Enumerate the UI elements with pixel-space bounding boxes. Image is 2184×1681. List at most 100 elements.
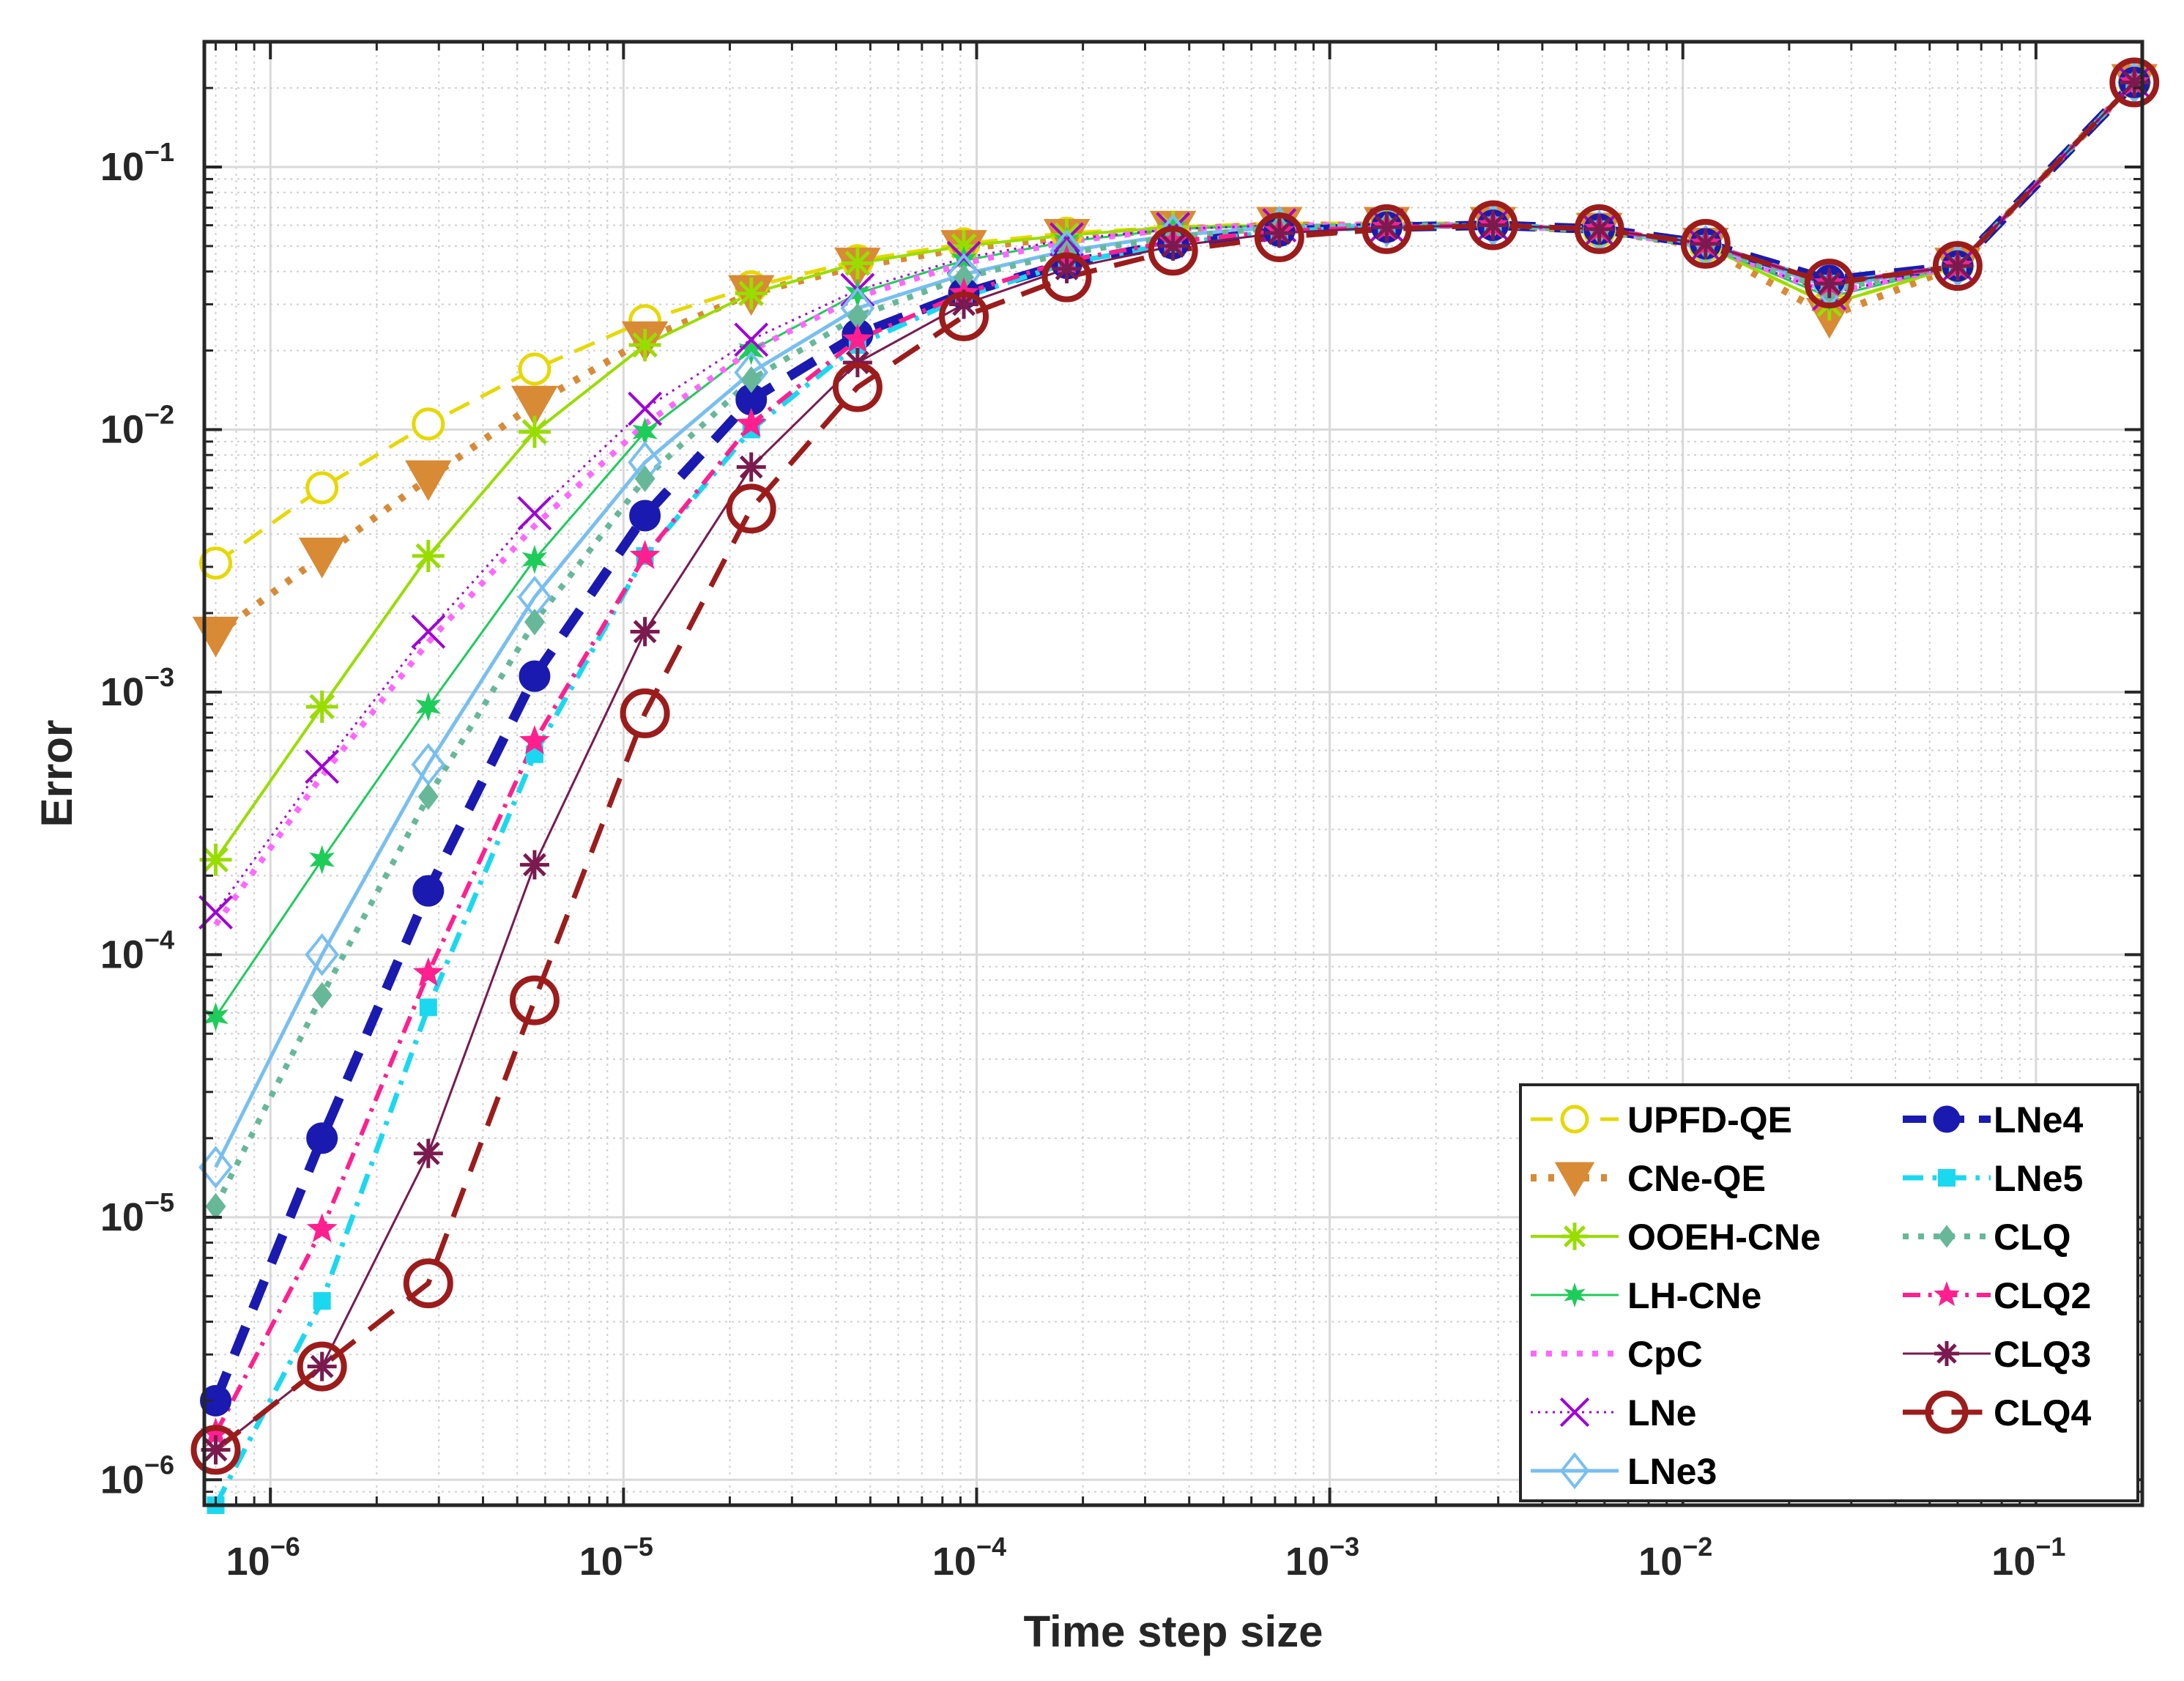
data-point-lne bbox=[305, 749, 340, 784]
legend-box bbox=[1519, 1083, 2139, 1502]
data-point-clq3 bbox=[1372, 212, 1402, 242]
legend-marker-clq bbox=[1938, 1225, 1955, 1248]
plot-frame bbox=[202, 40, 2144, 1507]
series-line-lne5 bbox=[213, 81, 2136, 1505]
data-point-clq2 bbox=[629, 540, 661, 569]
data-point-clq4 bbox=[1148, 226, 1198, 276]
data-point-clq2 bbox=[306, 1213, 338, 1242]
legend-label-clq2: CLQ2 bbox=[1994, 1275, 2091, 1316]
data-point-clq3 bbox=[1584, 214, 1614, 244]
data-point-clq4 bbox=[403, 1258, 453, 1309]
legend-marker-ooeh-cne bbox=[1561, 1222, 1589, 1250]
data-point-clq bbox=[524, 608, 545, 636]
data-point-ooeh-cne bbox=[518, 415, 551, 448]
data-point-ooeh-cne bbox=[199, 843, 232, 876]
data-point-clq3 bbox=[1690, 229, 1720, 259]
data-point-clq4 bbox=[620, 688, 670, 738]
data-point-lne bbox=[1050, 222, 1084, 257]
legend-marker-lne4 bbox=[1933, 1105, 1961, 1133]
data-point-lne4 bbox=[412, 875, 445, 907]
data-point-clq4 bbox=[832, 362, 883, 412]
data-point-clq4 bbox=[2109, 57, 2160, 108]
data-point-lh-cne bbox=[844, 278, 871, 308]
data-point-clq3 bbox=[1052, 253, 1082, 283]
data-point-ooeh-cne bbox=[305, 690, 338, 723]
data-point-lne5 bbox=[313, 1292, 331, 1310]
data-point-lne bbox=[734, 322, 769, 357]
data-point-clq4 bbox=[1041, 252, 1092, 303]
legend-marker-lh-cne bbox=[1564, 1283, 1586, 1307]
y-axis-title: Error bbox=[32, 720, 81, 828]
x-tick-label: 10−4 bbox=[932, 1532, 1006, 1584]
legend-label-cpc: CpC bbox=[1627, 1334, 1703, 1375]
data-point-lne4 bbox=[629, 500, 661, 532]
x-tick-label: 10−5 bbox=[579, 1532, 653, 1584]
x-axis-title: Time step size bbox=[1023, 1607, 1323, 1656]
legend-marker-lne bbox=[1559, 1397, 1590, 1428]
data-point-lne5 bbox=[419, 998, 437, 1017]
legend-marker-clq4 bbox=[1925, 1390, 1969, 1434]
data-point-ooeh-cne bbox=[841, 247, 874, 280]
data-point-lne4 bbox=[200, 1384, 232, 1417]
data-point-clq bbox=[311, 981, 333, 1009]
data-point-clq2 bbox=[412, 957, 444, 987]
data-point-lh-cne bbox=[203, 1002, 229, 1032]
legend-label-cne-qe: CNe-QE bbox=[1627, 1158, 1766, 1199]
legend-label-lh-cne: LH-CNe bbox=[1627, 1275, 1761, 1316]
data-point-ooeh-cne bbox=[628, 328, 661, 361]
data-point-ooeh-cne bbox=[412, 540, 445, 573]
legend-label-clq4: CLQ4 bbox=[1994, 1392, 2092, 1433]
data-point-lh-cne bbox=[415, 691, 442, 721]
y-tick-label: 10−4 bbox=[100, 924, 174, 976]
legend-label-lne3: LNe3 bbox=[1627, 1451, 1717, 1492]
data-point-lne bbox=[628, 391, 663, 426]
data-point-clq4 bbox=[1932, 241, 1983, 292]
series-line-clq2 bbox=[213, 81, 2136, 1435]
series-line-clq4 bbox=[214, 81, 2136, 1452]
data-point-clq bbox=[417, 783, 439, 810]
y-tick-label: 10−5 bbox=[100, 1187, 174, 1239]
data-point-lne4 bbox=[306, 1122, 338, 1154]
legend-marker-lne5 bbox=[1938, 1169, 1955, 1187]
data-point-clq4 bbox=[1254, 212, 1304, 262]
data-point-clq4 bbox=[1468, 200, 1518, 251]
data-point-clq4 bbox=[297, 1341, 347, 1392]
data-point-clq3 bbox=[1478, 210, 1508, 240]
data-point-lne3 bbox=[305, 933, 340, 976]
data-point-cne-qe bbox=[511, 385, 558, 427]
data-point-clq3 bbox=[413, 1138, 443, 1168]
x-tick-label: 10−6 bbox=[226, 1532, 300, 1584]
data-point-clq bbox=[847, 303, 868, 330]
data-point-lne bbox=[411, 614, 446, 649]
data-point-lh-cne bbox=[521, 544, 548, 574]
legend-marker-upfd-qe bbox=[1560, 1105, 1589, 1134]
legend-label-lne5: LNe5 bbox=[1994, 1158, 2083, 1199]
legend-label-clq: CLQ bbox=[1994, 1217, 2071, 1258]
legend-label-ooeh-cne: OOEH-CNe bbox=[1627, 1217, 1821, 1258]
data-point-upfd-qe bbox=[412, 407, 445, 441]
legend-marker-clq2 bbox=[1934, 1281, 1960, 1307]
data-point-clq4 bbox=[1574, 204, 1624, 254]
y-tick-label: 10−2 bbox=[100, 399, 174, 451]
legend-label-upfd-qe: UPFD-QE bbox=[1627, 1099, 1792, 1140]
data-point-clq4 bbox=[1804, 259, 1854, 309]
legend-marker-lne3 bbox=[1559, 1452, 1590, 1490]
data-point-clq2 bbox=[842, 323, 873, 353]
data-point-lne bbox=[517, 496, 552, 531]
data-point-clq3 bbox=[307, 1351, 337, 1381]
data-point-upfd-qe bbox=[199, 546, 233, 580]
data-point-clq2 bbox=[735, 407, 767, 437]
data-point-clq2 bbox=[200, 1417, 231, 1447]
y-tick-label: 10−1 bbox=[100, 137, 174, 189]
data-point-clq3 bbox=[736, 452, 766, 482]
data-point-clq3 bbox=[1264, 218, 1294, 248]
data-point-clq4 bbox=[726, 483, 776, 534]
data-point-lh-cne bbox=[738, 335, 765, 365]
legend-marker-cne-qe bbox=[1554, 1162, 1595, 1198]
data-point-lne4 bbox=[519, 660, 551, 692]
data-point-clq3 bbox=[1814, 269, 1844, 299]
data-point-clq4 bbox=[1680, 218, 1731, 269]
legend-marker-clq3 bbox=[1934, 1341, 1959, 1366]
data-point-clq bbox=[740, 366, 762, 393]
data-point-clq2 bbox=[519, 725, 550, 754]
